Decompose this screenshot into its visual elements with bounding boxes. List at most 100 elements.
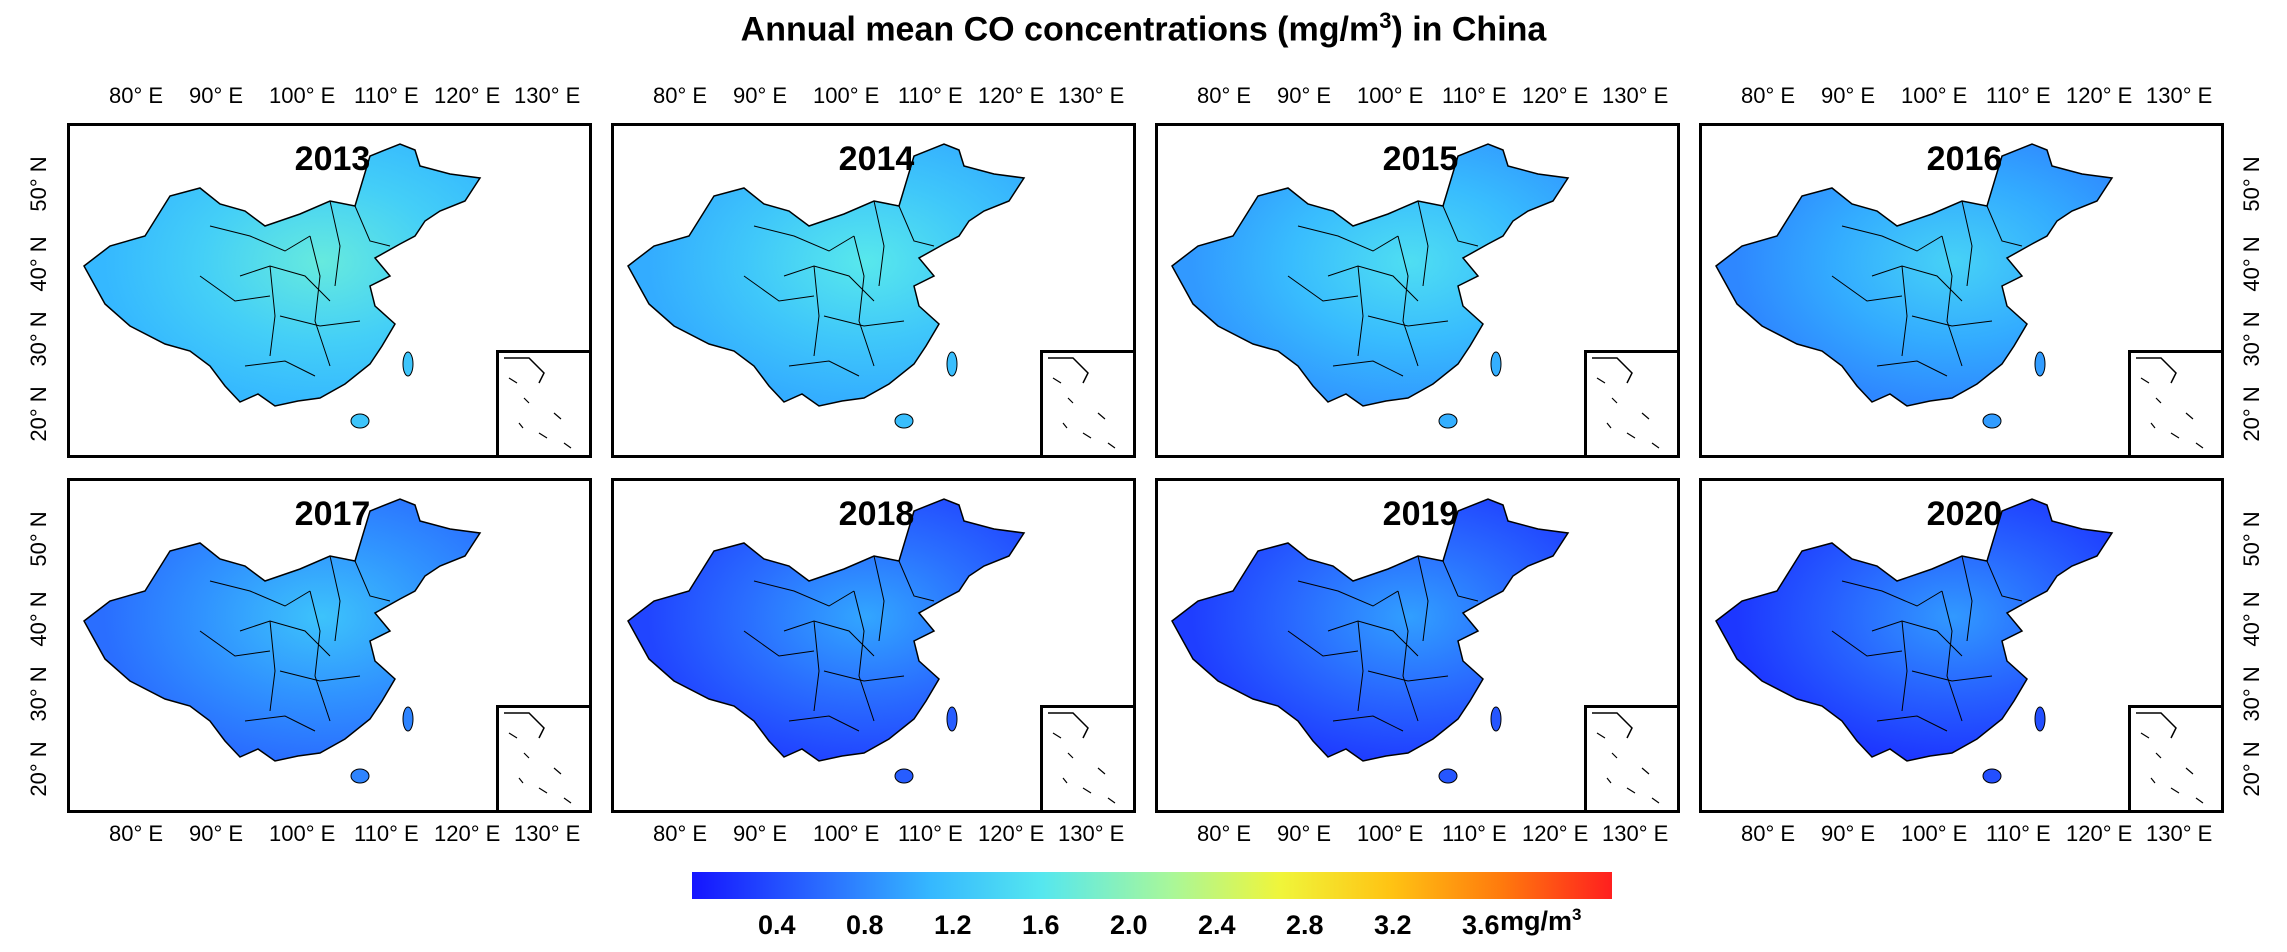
longitude-label: 130° E xyxy=(514,83,581,108)
latitude-label: 40° N xyxy=(2239,591,2264,647)
longitude-label: 130° E xyxy=(1058,821,1125,846)
province-border xyxy=(1332,360,1404,377)
colorbar-tick-label: 3.2 xyxy=(1374,910,1412,940)
province-border xyxy=(269,620,276,712)
province-border xyxy=(244,715,316,732)
longitude-label: 80° E xyxy=(109,821,164,846)
latitude-label: 20° N xyxy=(26,386,51,442)
colorbar-unit: mg/m3 xyxy=(1500,905,1582,936)
province-border xyxy=(1986,205,2023,247)
province-border xyxy=(853,235,875,367)
province-border xyxy=(1901,620,1908,712)
province-border xyxy=(783,265,875,302)
china-outline xyxy=(1715,498,2114,762)
taiwan-island xyxy=(402,706,414,732)
province-border xyxy=(873,200,885,287)
province-border xyxy=(199,630,271,657)
china-outline xyxy=(83,498,482,762)
province-border xyxy=(1841,580,1943,607)
province-border xyxy=(1941,235,1963,367)
china-outline xyxy=(627,498,1026,762)
longitude-label: 120° E xyxy=(978,83,1045,108)
longitude-label: 90° E xyxy=(189,821,244,846)
taiwan-island xyxy=(2034,351,2046,377)
province-border xyxy=(1831,275,1903,302)
china-map xyxy=(1715,498,2114,784)
province-border xyxy=(1397,590,1419,722)
china-outline xyxy=(83,143,482,407)
province-border xyxy=(1327,265,1419,302)
province-border xyxy=(1961,555,1973,642)
province-border xyxy=(244,360,316,377)
colorbar-tick-label: 3.6 xyxy=(1462,910,1500,940)
province-border xyxy=(1287,630,1359,657)
figure-title: Annual mean CO concentrations (mg/m3) in… xyxy=(740,8,1547,49)
panel-year-label: 2018 xyxy=(838,495,915,533)
map-panel-2017: 2017 xyxy=(67,478,592,813)
longitude-label: 100° E xyxy=(1357,821,1424,846)
longitude-label: 100° E xyxy=(269,83,336,108)
province-border xyxy=(209,580,311,607)
province-border xyxy=(279,315,361,327)
panel-year-label: 2016 xyxy=(1926,140,2003,178)
panel-year-label: 2013 xyxy=(294,140,371,178)
longitude-label: 110° E xyxy=(898,83,963,108)
longitude-label: 130° E xyxy=(2146,83,2213,108)
longitude-label: 110° E xyxy=(1986,83,2051,108)
province-border xyxy=(1332,715,1404,732)
province-border xyxy=(753,225,855,252)
province-border xyxy=(1876,715,1948,732)
china-outline xyxy=(1715,143,2114,407)
longitude-label: 110° E xyxy=(354,83,419,108)
latitude-label: 50° N xyxy=(2239,156,2264,212)
south-china-sea-inset xyxy=(1040,350,1133,455)
province-border xyxy=(743,275,815,302)
longitude-label: 90° E xyxy=(1821,83,1876,108)
china-map xyxy=(1715,143,2114,429)
hainan-island xyxy=(1982,768,2002,784)
longitude-label: 120° E xyxy=(434,83,501,108)
latitude-label: 50° N xyxy=(2239,511,2264,567)
province-border xyxy=(269,265,276,357)
colorbar-tick-label: 2.0 xyxy=(1110,910,1148,940)
province-border xyxy=(743,630,815,657)
latitude-label: 30° N xyxy=(26,666,51,722)
longitude-label: 110° E xyxy=(354,821,419,846)
longitude-label: 80° E xyxy=(109,83,164,108)
province-border xyxy=(813,620,820,712)
taiwan-island xyxy=(1490,706,1502,732)
longitude-label: 120° E xyxy=(1522,821,1589,846)
china-map xyxy=(83,498,482,784)
colorbar-tick-label: 2.4 xyxy=(1198,910,1236,940)
china-map xyxy=(83,143,482,429)
longitude-label: 80° E xyxy=(1741,821,1796,846)
province-border xyxy=(1871,620,1963,657)
longitude-label: 80° E xyxy=(1197,83,1252,108)
longitude-label: 110° E xyxy=(898,821,963,846)
province-border xyxy=(788,360,860,377)
china-map xyxy=(1171,143,1570,429)
longitude-label: 90° E xyxy=(733,83,788,108)
taiwan-island xyxy=(402,351,414,377)
longitude-label: 90° E xyxy=(733,821,788,846)
longitude-label: 100° E xyxy=(1901,83,1968,108)
taiwan-island xyxy=(946,706,958,732)
province-border xyxy=(1831,630,1903,657)
province-border xyxy=(1417,200,1429,287)
latitude-label: 20° N xyxy=(2239,741,2264,797)
province-border xyxy=(1961,200,1973,287)
colorbar-tick-label: 0.8 xyxy=(846,910,884,940)
province-border xyxy=(873,555,885,642)
province-border xyxy=(1357,265,1364,357)
latitude-label: 30° N xyxy=(26,311,51,367)
hainan-island xyxy=(350,768,370,784)
china-map xyxy=(627,143,1026,429)
latitude-label: 40° N xyxy=(26,591,51,647)
longitude-label: 90° E xyxy=(1277,83,1332,108)
taiwan-island xyxy=(946,351,958,377)
province-border xyxy=(1442,205,1479,247)
longitude-label: 130° E xyxy=(514,821,581,846)
longitude-label: 100° E xyxy=(269,821,336,846)
province-border xyxy=(354,560,391,602)
province-border xyxy=(239,620,331,657)
